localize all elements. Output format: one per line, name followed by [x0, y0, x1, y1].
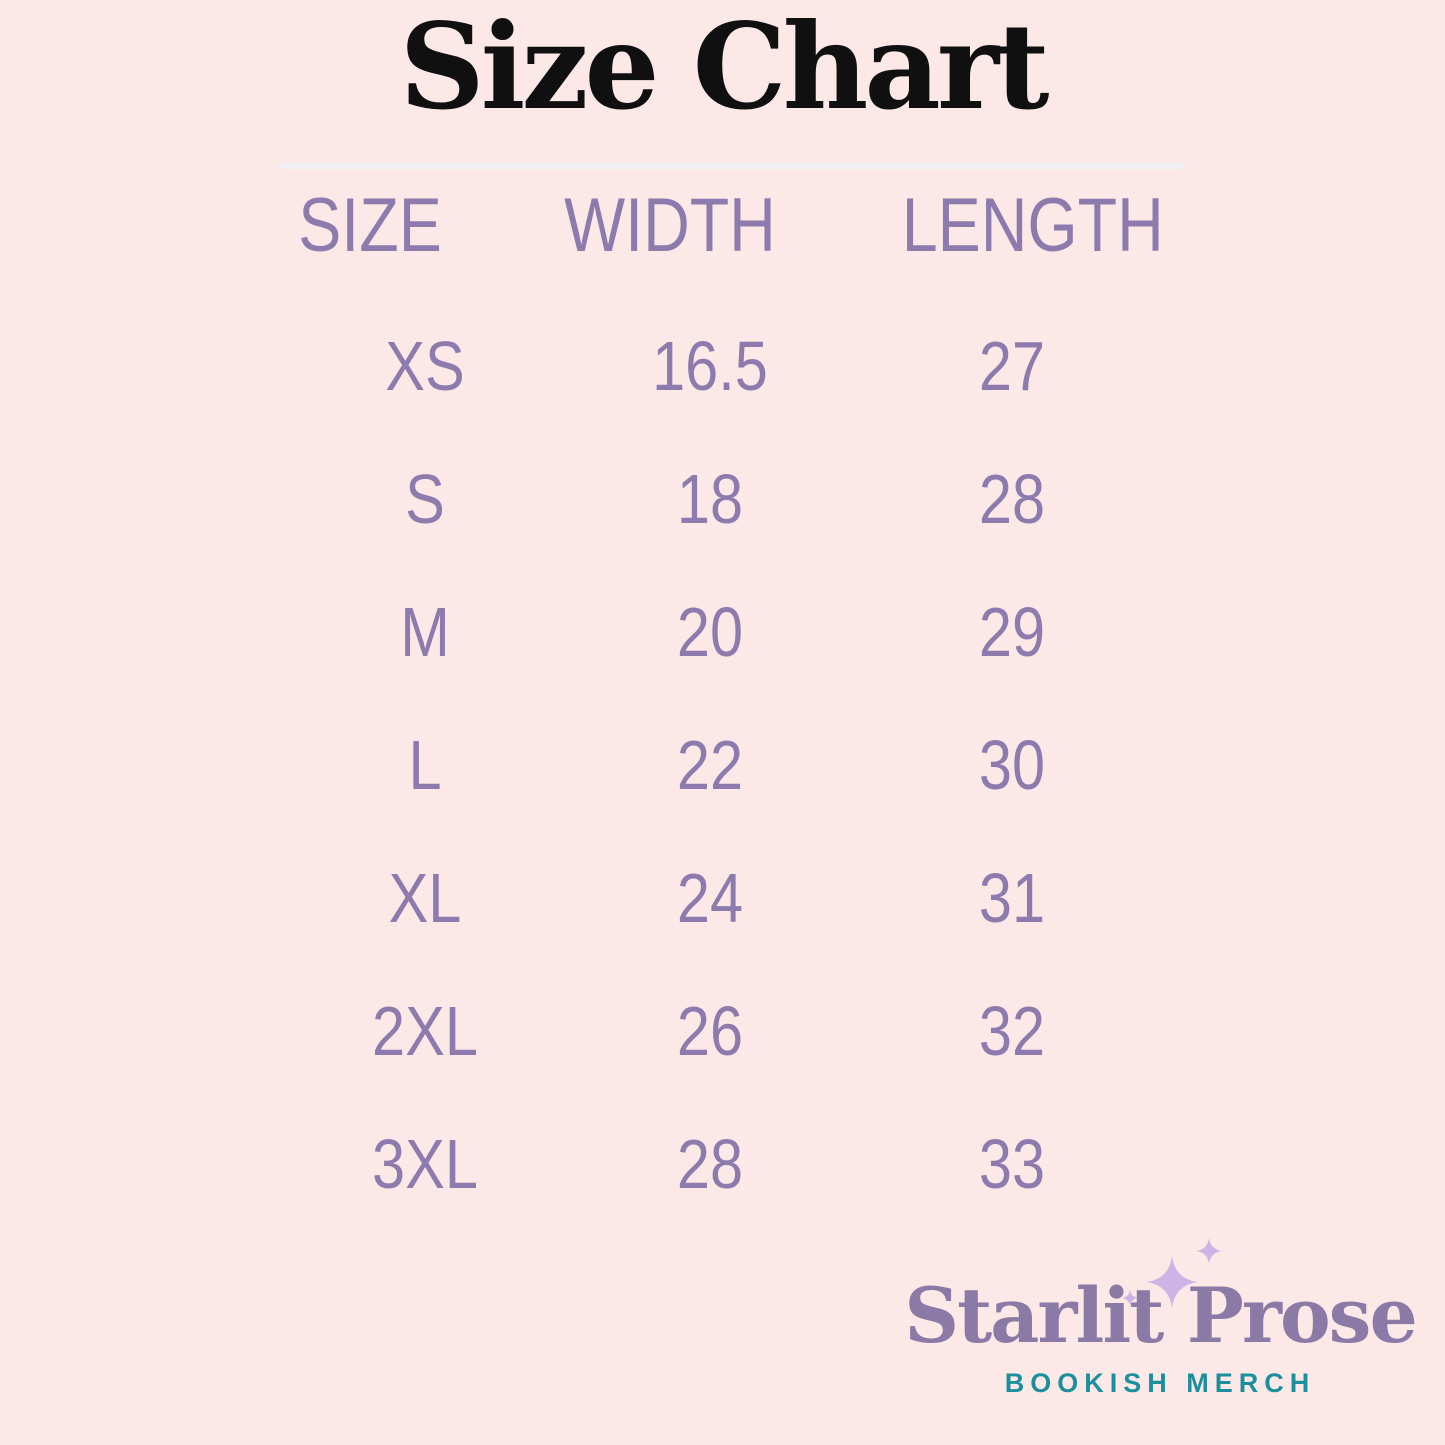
size-cell: L	[408, 726, 442, 804]
width-cell: 20	[676, 593, 744, 671]
length-cell: 32	[978, 992, 1046, 1070]
column-header-width: WIDTH	[564, 183, 776, 268]
size-table-body: XS 16.5 27 S 18 28 M 20 29 L 22 30 XL 24…	[0, 300, 1445, 1231]
width-cell: 24	[676, 859, 744, 937]
size-cell: S	[405, 460, 445, 538]
brand-name: Starlit Prose	[904, 1271, 1418, 1360]
length-cell: 29	[978, 593, 1046, 671]
brand-logo: Starlit Prose BOOKISH MERCH	[900, 1236, 1420, 1399]
width-cell: 18	[676, 460, 744, 538]
size-cell: XL	[388, 859, 462, 937]
table-row: M 20 29	[0, 566, 1445, 699]
length-cell: 31	[978, 859, 1046, 937]
table-row: 3XL 28 33	[0, 1098, 1445, 1231]
page-title: Size Chart	[399, 0, 1049, 136]
size-cell: 3XL	[372, 1125, 478, 1203]
length-cell: 30	[978, 726, 1046, 804]
length-cell: 27	[978, 327, 1046, 405]
table-row: XS 16.5 27	[0, 300, 1445, 433]
width-cell: 16.5	[652, 327, 768, 405]
width-cell: 26	[676, 992, 744, 1070]
table-row: L 22 30	[0, 699, 1445, 832]
size-cell: 2XL	[372, 992, 478, 1070]
sparkles-icon	[1122, 1238, 1222, 1308]
column-header-length: LENGTH	[901, 183, 1164, 268]
column-header-size: SIZE	[298, 183, 442, 268]
width-cell: 28	[676, 1125, 744, 1203]
size-cell: M	[400, 593, 450, 671]
table-row: XL 24 31	[0, 832, 1445, 965]
brand-tagline: BOOKISH MERCH	[1004, 1367, 1316, 1398]
table-row: 2XL 26 32	[0, 965, 1445, 1098]
length-cell: 28	[978, 460, 1046, 538]
table-row: S 18 28	[0, 433, 1445, 566]
title-divider	[278, 163, 1184, 169]
size-cell: XS	[385, 327, 465, 405]
length-cell: 33	[978, 1125, 1046, 1203]
width-cell: 22	[676, 726, 744, 804]
